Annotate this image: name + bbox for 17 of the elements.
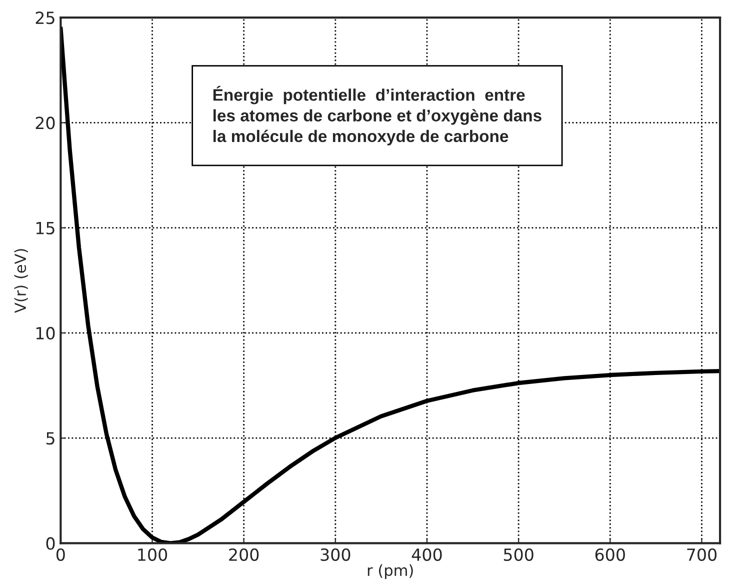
y-tick-label: 25 — [36, 12, 54, 24]
y-tick-label: 5 — [46, 432, 54, 445]
x-tick-label: 700 — [687, 548, 717, 561]
x-tick-label: 400 — [412, 548, 442, 561]
x-tick-label: 500 — [504, 548, 534, 561]
y-tick-label: 15 — [36, 222, 54, 234]
y-tick-label: 10 — [36, 326, 55, 340]
x-axis-title: r (pm) — [368, 564, 413, 579]
y-tick-label: 0 — [46, 537, 55, 550]
x-tick-label: 600 — [595, 548, 625, 561]
y-axis-title: V(r) (eV) — [14, 249, 28, 313]
x-tick-label: 300 — [320, 548, 350, 561]
y-tick-label: 20 — [36, 116, 55, 130]
x-tick-label: 200 — [229, 548, 259, 561]
x-tick-label: 0 — [56, 548, 65, 561]
x-tick-label: 100 — [138, 548, 168, 561]
annotation: Énergie potentielle d’interaction entre les atomes de carbone et d’oxygène dans la molécule de monoxyde de carbone — [213, 86, 542, 146]
